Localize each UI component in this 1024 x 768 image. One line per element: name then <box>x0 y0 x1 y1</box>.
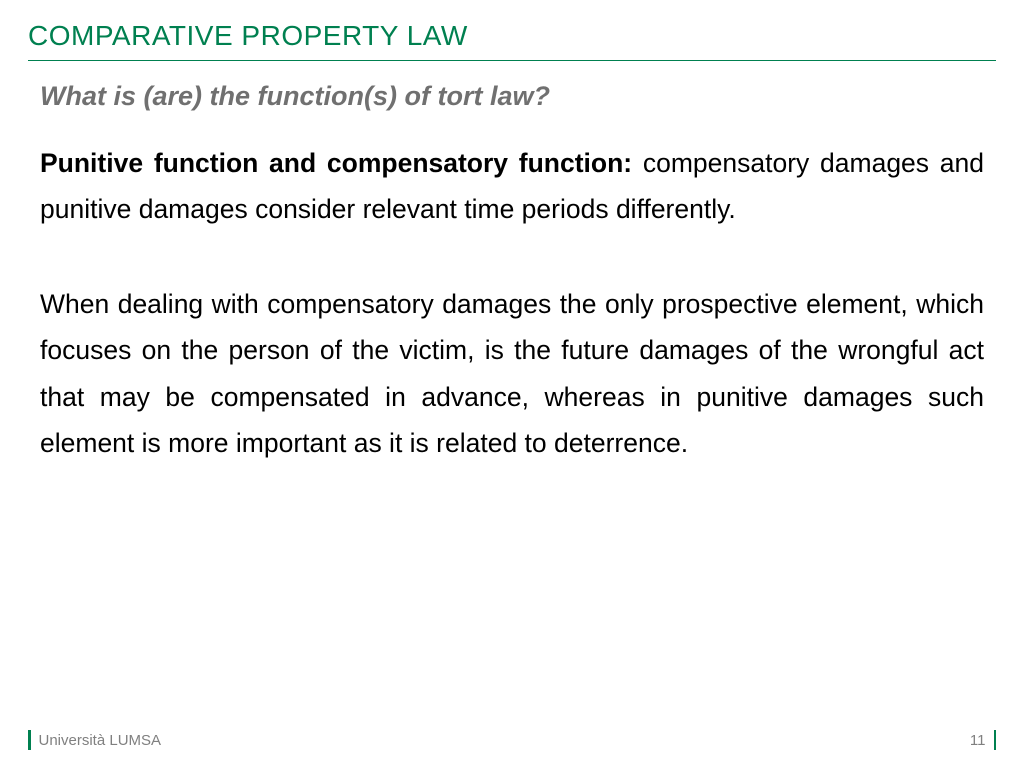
footer-right: 11 <box>970 730 996 750</box>
slide-container: COMPARATIVE PROPERTY LAW What is (are) t… <box>0 0 1024 768</box>
footer-institution: Università LUMSA <box>39 732 162 749</box>
title-underline <box>28 60 996 61</box>
footer: Università LUMSA 11 <box>28 730 996 750</box>
paragraph-2: When dealing with compensatory damages t… <box>40 281 984 467</box>
paragraph-1: Punitive function and compensatory funct… <box>40 140 984 233</box>
page-title: COMPARATIVE PROPERTY LAW <box>28 20 996 60</box>
body-content: Punitive function and compensatory funct… <box>40 140 984 466</box>
footer-left: Università LUMSA <box>28 730 161 750</box>
footer-accent-bar-right <box>994 730 997 750</box>
slide-subtitle: What is (are) the function(s) of tort la… <box>40 81 996 112</box>
paragraph-1-lead: Punitive function and compensatory funct… <box>40 148 632 178</box>
page-number: 11 <box>970 732 986 749</box>
footer-accent-bar-left <box>28 730 31 750</box>
